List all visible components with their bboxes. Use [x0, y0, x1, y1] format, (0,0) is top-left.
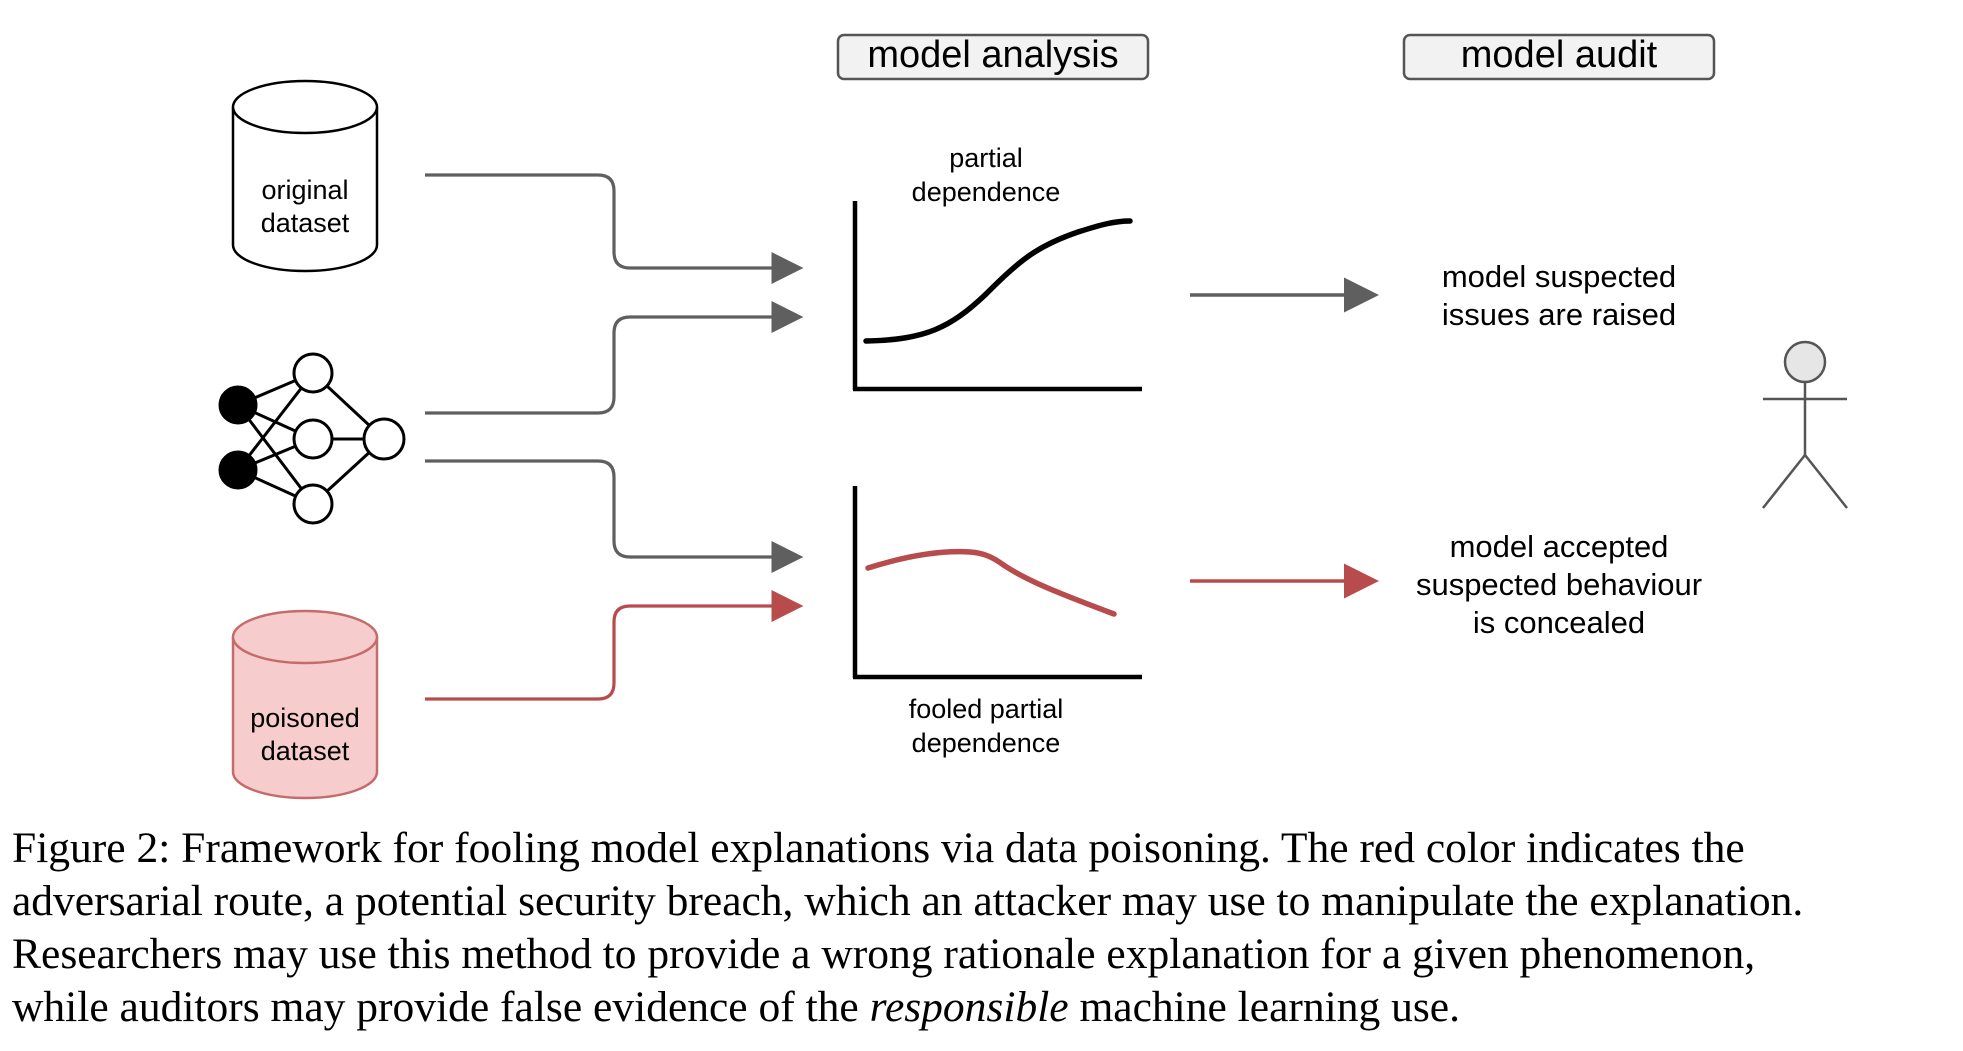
- caption-line-4-before: while auditors may provide false evidenc…: [12, 983, 870, 1031]
- model-audit-label: model audit: [1461, 34, 1658, 76]
- model-to-top-plot-arrow: [425, 301, 804, 415]
- top-outcome-line1: model suspected: [1442, 259, 1676, 294]
- caption-line-2: adversarial route, a potential security …: [12, 877, 1804, 925]
- poisoned-dataset-icon: poisoned dataset: [231, 609, 379, 800]
- fooled-partial-dependence-title-line1: fooled partial: [909, 694, 1064, 724]
- partial-dependence-title-line1: partial: [949, 143, 1023, 173]
- caption-line-3: Researchers may use this method to provi…: [12, 930, 1756, 978]
- caption-emphasis: responsible: [869, 983, 1069, 1031]
- original-dataset-icon: original dataset: [231, 79, 379, 273]
- model-to-bottom-plot-arrow: [425, 459, 804, 573]
- poisoned-dataset-label-line2: dataset: [261, 736, 350, 766]
- bottom-outcome-line2: suspected behaviour: [1416, 567, 1702, 602]
- model-analysis-label: model analysis: [867, 34, 1118, 76]
- poisoned-dataset-label-line1: poisoned: [250, 703, 360, 733]
- bottom-outcome-line3: is concealed: [1473, 605, 1645, 640]
- original-dataset-label-line2: dataset: [261, 208, 350, 238]
- caption-line-4-after: machine learning use.: [1068, 983, 1460, 1031]
- partial-dependence-title-line2: dependence: [912, 177, 1061, 207]
- fooled-partial-dependence-plot: fooled partial dependence: [852, 486, 1142, 758]
- poisoned-dataset-arrow: [425, 590, 804, 701]
- original-dataset-arrow: [425, 173, 804, 284]
- original-dataset-label-line1: original: [261, 175, 348, 205]
- fooled-partial-dependence-curve: [865, 548, 1117, 617]
- partial-dependence-curve: [863, 218, 1133, 344]
- partial-dependence-plot: partial dependence: [852, 143, 1142, 392]
- figure-caption: Figure 2: Framework for fooling model ex…: [12, 822, 1957, 1034]
- fooled-partial-dependence-title-line2: dependence: [912, 728, 1061, 758]
- top-outcome-line2: issues are raised: [1442, 297, 1676, 332]
- neural-network-icon: [218, 352, 406, 525]
- caption-line-4: while auditors may provide false evidenc…: [12, 981, 1957, 1034]
- model-audit-header: model audit: [1402, 33, 1716, 81]
- bottom-outcome-line1: model accepted: [1450, 529, 1669, 564]
- model-analysis-header: model analysis: [836, 33, 1150, 81]
- bottom-outcome-text: model accepted suspected behaviour is co…: [1416, 529, 1702, 640]
- auditor-icon: [1762, 340, 1848, 509]
- caption-line-1: Figure 2: Framework for fooling model ex…: [12, 824, 1745, 872]
- top-outcome-text: model suspected issues are raised: [1442, 259, 1676, 332]
